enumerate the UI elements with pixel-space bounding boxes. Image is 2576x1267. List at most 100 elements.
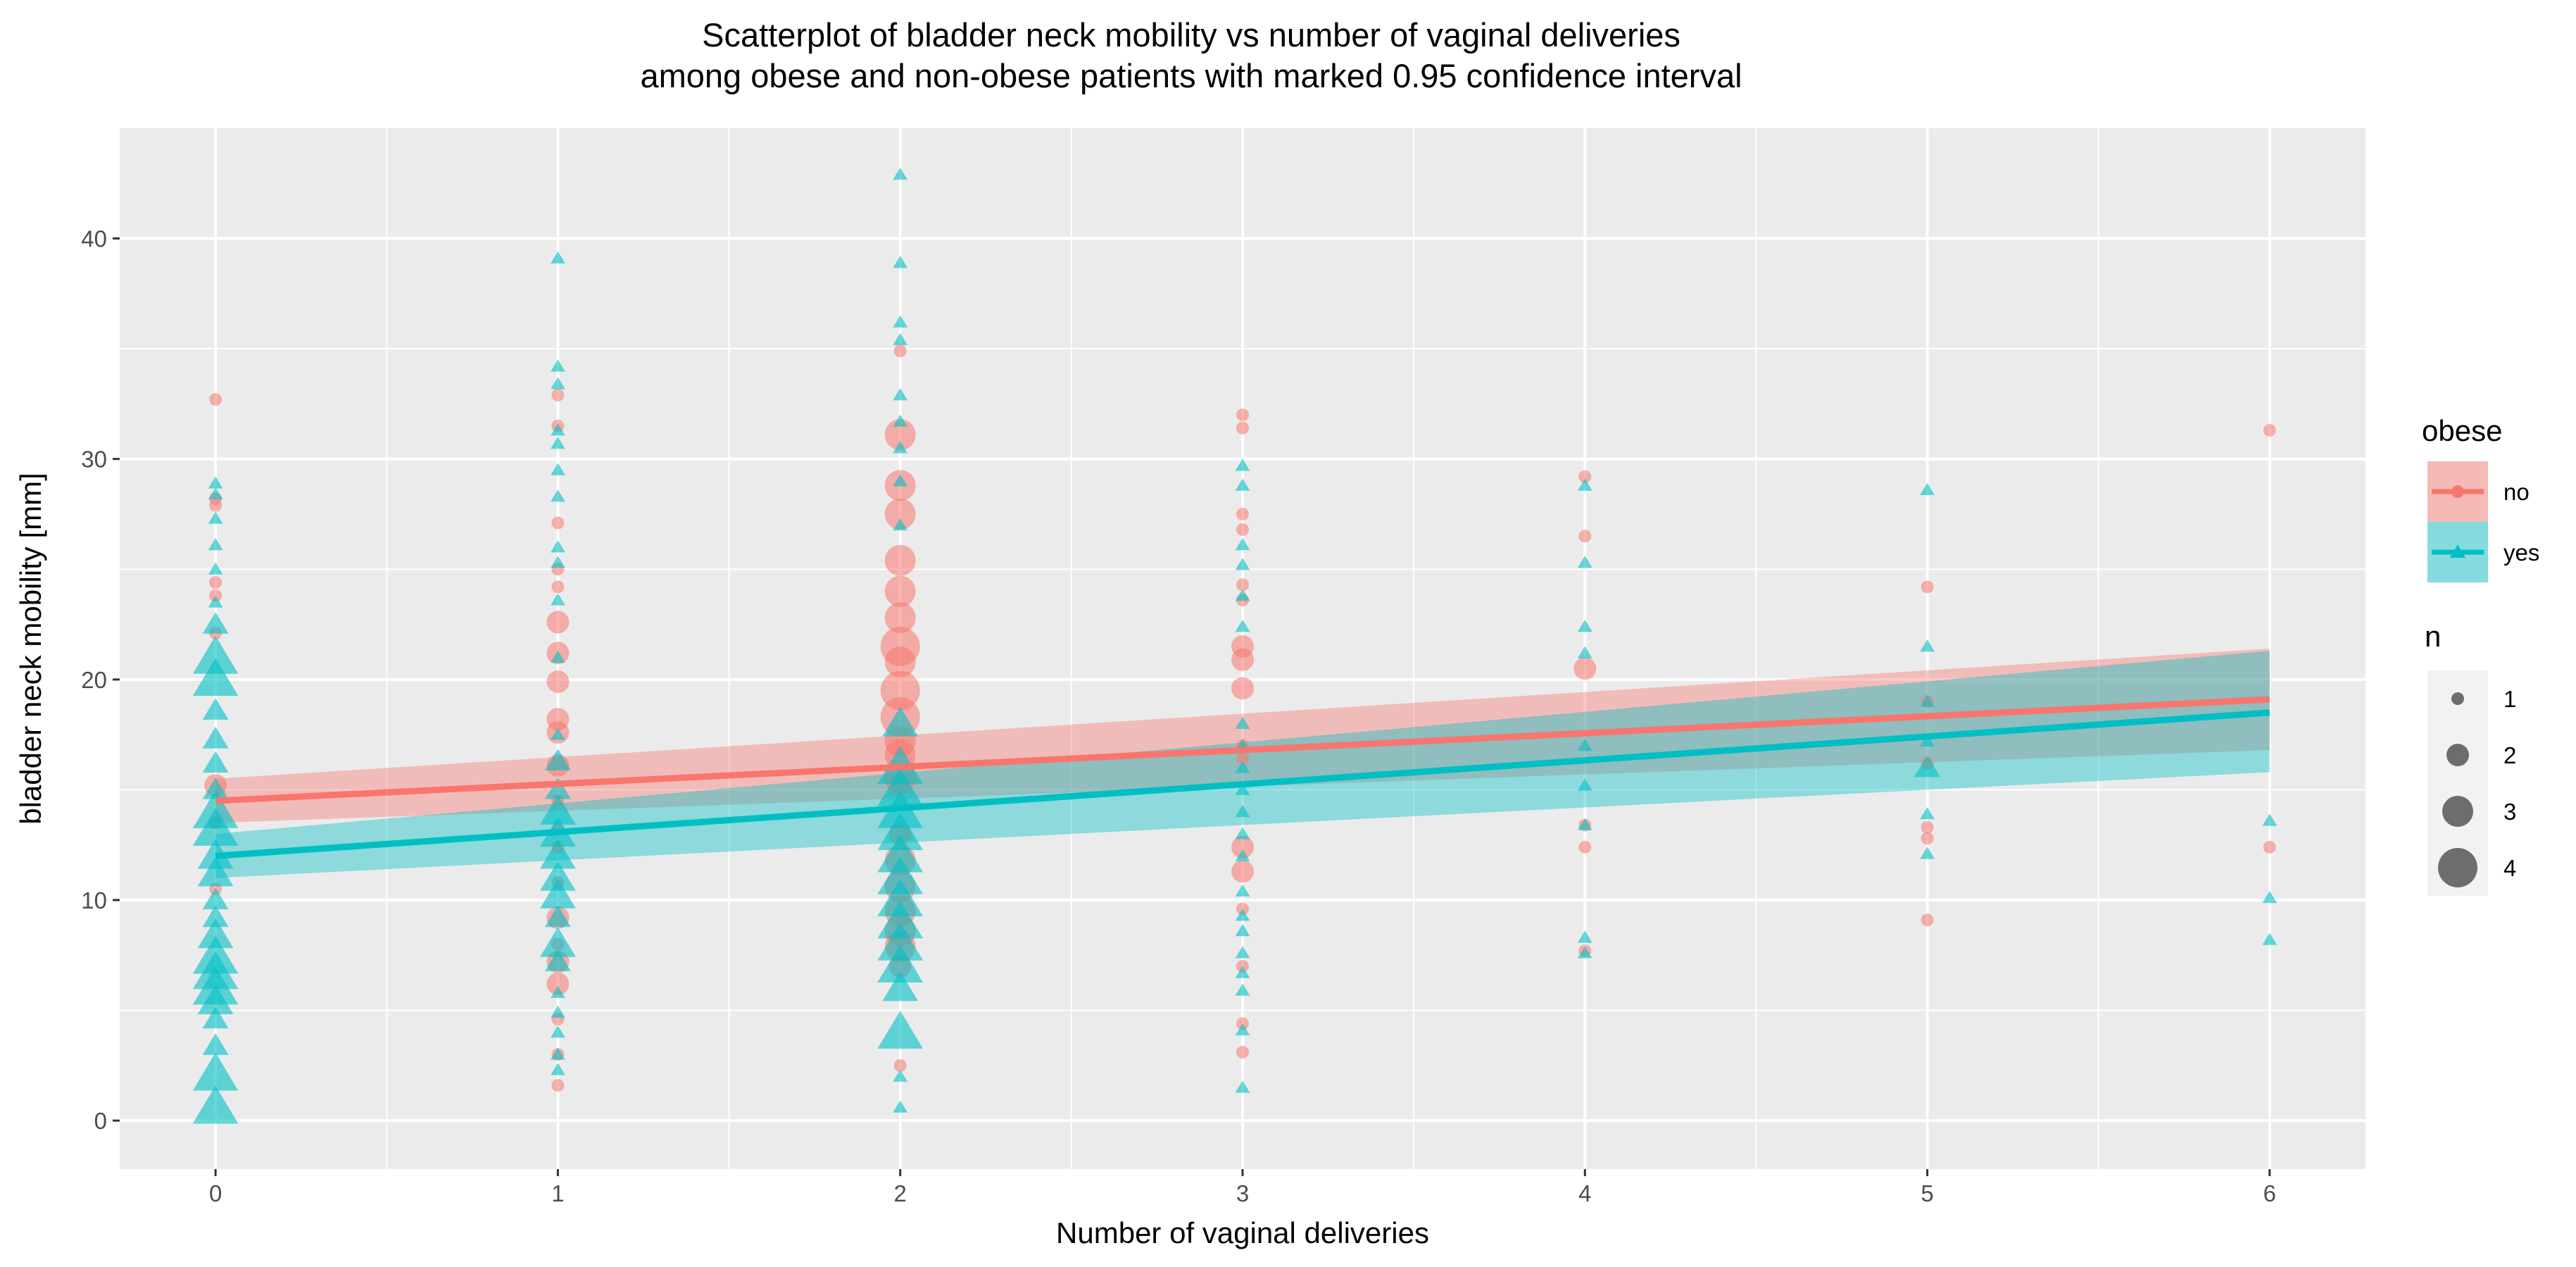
point-yes <box>877 1011 924 1049</box>
point-yes <box>202 611 229 634</box>
point-yes <box>551 985 565 998</box>
legend-title-n: n <box>2425 620 2441 653</box>
x-tick-label: 2 <box>894 1180 907 1206</box>
point-no <box>884 498 916 530</box>
point-yes <box>551 436 565 449</box>
y-tick-label: 0 <box>94 1108 107 1134</box>
x-tick-label: 5 <box>1921 1180 1933 1206</box>
point-yes <box>192 1052 239 1091</box>
point-yes <box>877 856 924 894</box>
point-yes <box>893 256 908 268</box>
point-yes <box>202 698 229 720</box>
point-yes <box>544 777 571 799</box>
point-yes <box>1235 537 1250 551</box>
point-no <box>1921 820 1934 834</box>
point-no <box>1231 648 1254 671</box>
y-tick-label: 30 <box>81 447 107 473</box>
legend-size-marker <box>2442 796 2473 827</box>
point-yes <box>1235 1023 1250 1036</box>
fit-line-no <box>215 696 2270 804</box>
fit-line-yes <box>215 709 2270 859</box>
point-yes <box>882 971 919 1001</box>
point-yes <box>2262 890 2277 904</box>
point-no <box>1578 470 1592 483</box>
point-yes <box>1235 966 1250 978</box>
point-yes <box>1235 1080 1250 1093</box>
point-yes <box>1235 716 1250 729</box>
x-tick-label: 0 <box>209 1180 222 1206</box>
x-axis-title: Number of vaginal deliveries <box>1056 1216 1429 1249</box>
legend-size-marker <box>2446 744 2469 766</box>
point-no <box>884 602 916 634</box>
point-yes <box>551 251 565 264</box>
point-yes <box>877 944 924 983</box>
point-yes <box>1920 734 1935 747</box>
point-yes <box>192 635 239 674</box>
fit-lines <box>215 696 2270 859</box>
legend-key-marker-no <box>2451 485 2464 498</box>
point-yes <box>192 1085 239 1124</box>
point-yes <box>893 387 908 401</box>
point-yes <box>544 949 571 971</box>
point-yes <box>1920 847 1935 859</box>
point-yes <box>1235 619 1250 632</box>
point-yes <box>1577 738 1592 751</box>
point-yes <box>1920 639 1935 652</box>
point-yes <box>1235 478 1250 491</box>
point-yes <box>1235 761 1250 773</box>
point-yes <box>551 1047 565 1060</box>
point-yes <box>893 1100 908 1113</box>
point-yes <box>551 1025 565 1038</box>
point-yes <box>1914 755 1941 778</box>
point-yes <box>1577 478 1592 491</box>
x-tick-label: 6 <box>2263 1180 2276 1206</box>
point-no <box>546 611 570 634</box>
x-tick-label: 1 <box>551 1180 564 1206</box>
point-yes <box>551 593 565 606</box>
legend-label-yes: yes <box>2503 539 2539 566</box>
point-yes <box>1577 555 1592 568</box>
point-yes <box>551 1005 565 1018</box>
point-yes <box>551 463 565 475</box>
point-yes <box>551 555 565 568</box>
legend-size-label: 4 <box>2503 855 2516 881</box>
point-yes <box>1577 778 1592 791</box>
point-yes <box>2262 932 2277 945</box>
point-yes <box>1235 782 1250 795</box>
point-yes <box>540 927 576 957</box>
point-yes <box>893 441 908 454</box>
point-no <box>2263 423 2276 437</box>
point-yes <box>202 905 229 928</box>
point-no <box>551 516 565 530</box>
point-yes <box>197 984 234 1015</box>
point-yes <box>1920 806 1935 820</box>
y-tick-label: 20 <box>81 667 107 693</box>
point-yes <box>893 518 908 531</box>
point-no <box>1921 832 1934 845</box>
point-yes <box>202 887 229 910</box>
y-tick-label: 40 <box>81 226 107 252</box>
legend-label-no: no <box>2503 479 2530 505</box>
chart-title-line-1: Scatterplot of bladder neck mobility vs … <box>702 16 1680 54</box>
point-yes <box>192 658 239 696</box>
point-no <box>893 1059 907 1072</box>
ci-band-no <box>215 649 2270 823</box>
data-points <box>192 167 2277 1124</box>
point-yes <box>893 414 908 427</box>
point-yes <box>551 423 565 436</box>
point-yes <box>877 768 924 806</box>
point-yes <box>877 922 924 961</box>
point-yes <box>202 777 229 799</box>
point-yes <box>551 1063 565 1075</box>
axis-ticks: 0 1 2 3 4 5 6 0 10 20 30 40 <box>81 226 2276 1206</box>
point-yes <box>208 595 223 608</box>
point-yes <box>192 807 239 846</box>
point-yes <box>1577 619 1592 632</box>
point-yes <box>1920 482 1935 495</box>
legend-size-label: 3 <box>2503 799 2516 825</box>
point-yes <box>551 377 565 389</box>
point-no <box>1231 835 1254 859</box>
point-yes <box>202 1033 229 1055</box>
point-no <box>884 544 916 576</box>
point-no <box>1236 578 1249 592</box>
